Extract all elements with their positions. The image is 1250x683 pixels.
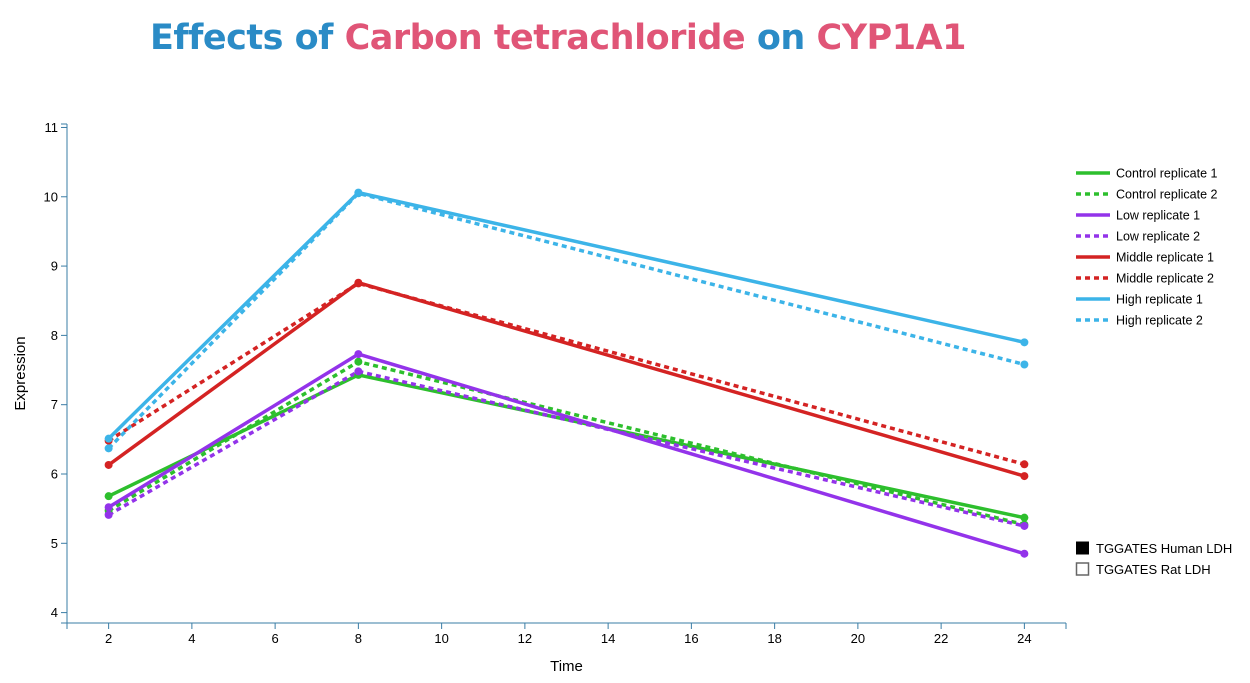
legend-label: High replicate 1 <box>1116 293 1203 307</box>
data-point <box>104 503 113 512</box>
series-line <box>107 373 1025 520</box>
x-tick-label: 22 <box>934 631 948 646</box>
x-tick-label: 6 <box>272 631 279 646</box>
chart-title: Effects of Carbon tetrachloride on CYP1A… <box>150 18 967 58</box>
x-tick-label: 18 <box>767 631 781 646</box>
y-tick-label: 10 <box>44 189 58 204</box>
data-point <box>354 357 363 366</box>
x-tick-label: 24 <box>1017 631 1031 646</box>
filled-square-icon <box>1076 541 1089 555</box>
data-point <box>1020 521 1029 530</box>
legend-label: Middle replicate 2 <box>1116 272 1214 286</box>
title-part: on <box>745 18 817 58</box>
title-part: Effects of <box>150 18 345 58</box>
series-line <box>107 352 1025 556</box>
hollow-square-icon <box>1075 562 1090 576</box>
series-line <box>107 359 1025 527</box>
y-tick-label: 7 <box>51 397 58 412</box>
y-tick-label: 9 <box>51 259 58 274</box>
series-line <box>107 191 1025 450</box>
source-legend-label: TGGATES Rat LDH <box>1096 562 1211 577</box>
x-tick-label: 4 <box>188 631 195 646</box>
data-point <box>1020 460 1029 469</box>
data-point <box>1020 513 1029 522</box>
legend-label: Control replicate 1 <box>1116 167 1217 181</box>
series-line <box>107 369 1025 528</box>
source-legend-label: TGGATES Human LDH <box>1096 541 1232 556</box>
x-axis-label: Time <box>550 658 583 675</box>
series-line <box>107 190 1025 440</box>
data-point <box>1020 472 1029 481</box>
data-point <box>354 350 363 359</box>
y-tick-label: 5 <box>51 536 58 551</box>
data-point <box>1020 549 1029 558</box>
data-point <box>104 460 113 469</box>
legend-label: Middle replicate 1 <box>1116 251 1214 265</box>
data-point <box>104 492 113 501</box>
data-point <box>354 367 363 376</box>
legend-label: Low replicate 1 <box>1116 209 1200 223</box>
x-tick-label: 8 <box>355 631 362 646</box>
y-tick-label: 11 <box>45 120 59 135</box>
x-tick-label: 10 <box>434 631 448 646</box>
data-point <box>1020 338 1029 347</box>
legend-label: High replicate 2 <box>1116 314 1203 328</box>
series-points <box>104 188 1029 558</box>
y-tick-label: 6 <box>51 466 58 481</box>
axes: 2 4 6 8 10 12 14 16 18 20 22 244567891011TimeExpres… <box>12 120 1067 675</box>
x-tick-label: 20 <box>851 631 865 646</box>
data-point <box>1020 360 1029 369</box>
series-legend: Control replicate 1 Control replicate 2 Lo… <box>1076 167 1217 328</box>
title-part: Carbon tetrachloride <box>344 18 746 58</box>
x-tick-label: 14 <box>601 631 615 646</box>
data-point <box>354 279 363 288</box>
data-point <box>104 434 113 443</box>
legend-label: Low replicate 2 <box>1116 230 1200 244</box>
y-axis-label: Expression <box>12 336 29 410</box>
series-lines <box>107 190 1025 556</box>
title-part: CYP1A1 <box>816 18 967 58</box>
y-tick-label: 8 <box>51 328 58 343</box>
x-tick-label: 2 <box>105 631 112 646</box>
y-tick-label: 4 <box>51 605 58 620</box>
data-point <box>104 444 113 453</box>
source-legend: TGGATES Human LDH TGGATES Rat LDH <box>1075 541 1232 577</box>
data-point <box>104 510 113 519</box>
legend-label: Control replicate 2 <box>1116 188 1217 202</box>
x-tick-label: 16 <box>684 631 698 646</box>
data-point <box>354 189 363 198</box>
x-tick-label: 12 <box>518 631 532 646</box>
